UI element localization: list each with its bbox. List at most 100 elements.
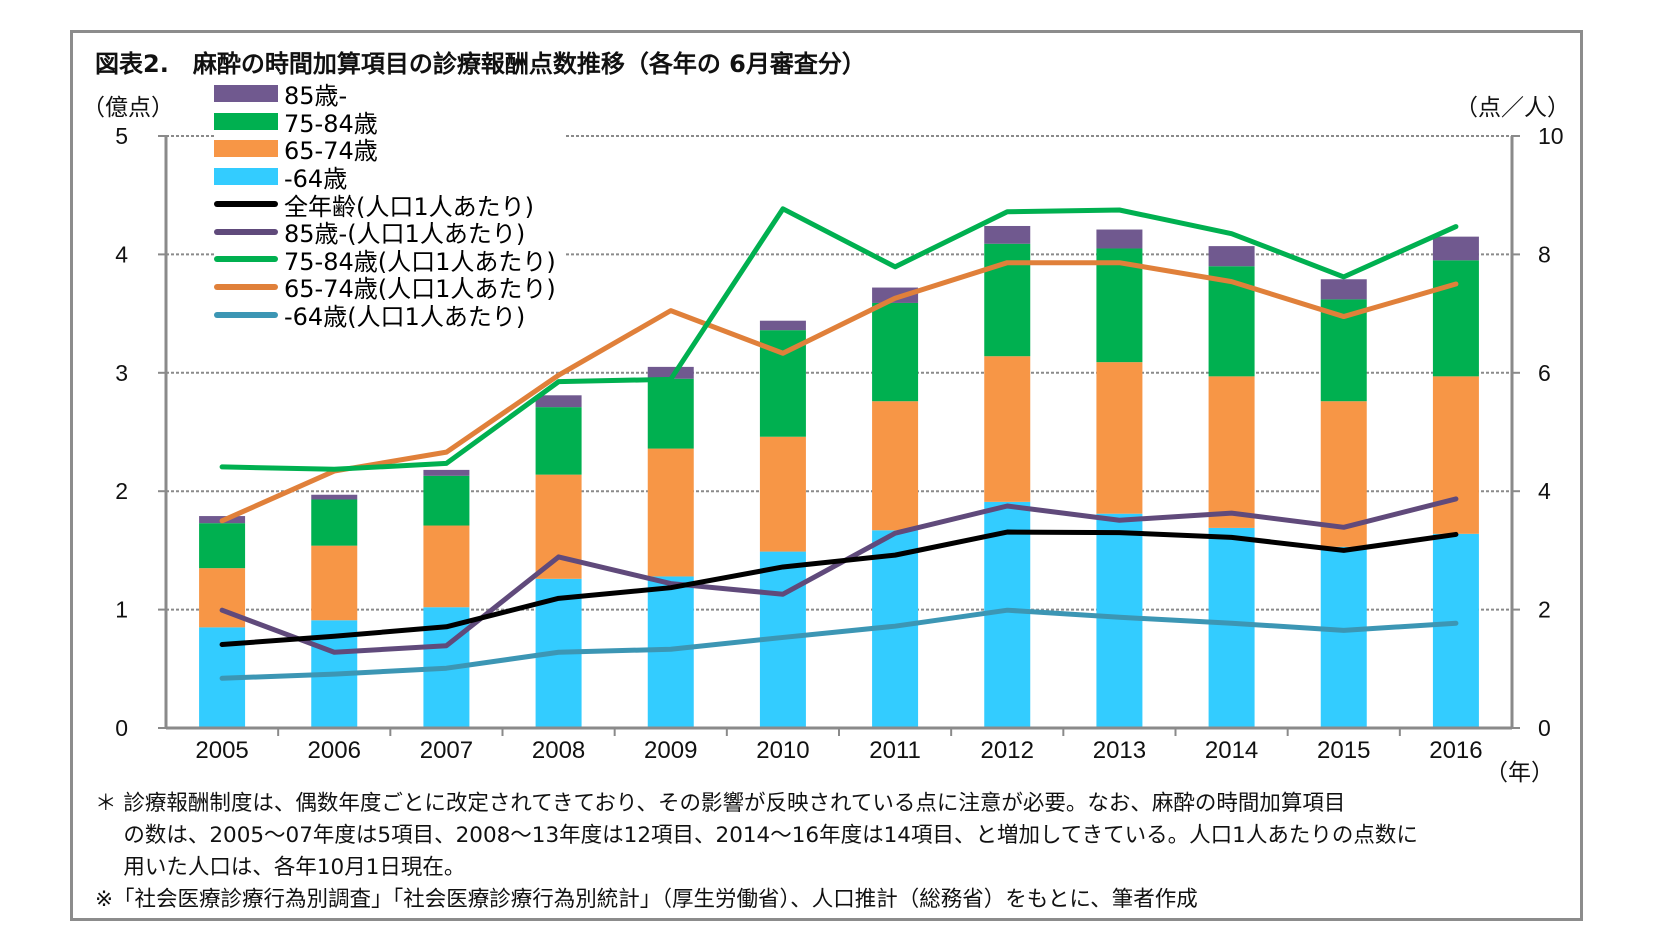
x-tick-label: 2006 [308, 737, 361, 764]
note-line-2: の数は、2005～07年度は5項目、2008～13年度は12項目、2014～16… [95, 823, 1418, 848]
bar-segment [1320, 546, 1367, 728]
bar-segment [759, 436, 806, 552]
x-tick-label: 2015 [1317, 737, 1370, 764]
legend-swatch-line [214, 201, 278, 208]
bar-segment [984, 501, 1031, 728]
legend-swatch-line [214, 311, 278, 318]
chart-frame [70, 30, 1583, 921]
legend-label: 65-74歳(人口1人あたり) [284, 275, 556, 304]
line-series [219, 206, 1459, 472]
legend-swatch-line [214, 228, 278, 235]
bar-segment [1208, 376, 1255, 528]
bar-segment [1320, 279, 1367, 300]
note-line-3: 用いた人口は、各年10月1日現在。 [95, 855, 466, 880]
source-note: ※「社会医療診療行為別調査」「社会医療診療行為別統計」（厚生労働省）、人口推計（… [95, 887, 1198, 912]
x-tick-label: 2013 [1093, 737, 1146, 764]
bar-segment [1432, 260, 1479, 377]
legend-item: 85歳- [214, 80, 556, 110]
bar-segment [759, 320, 806, 331]
legend-label: 65-74歳 [284, 137, 378, 166]
bar-segment [1432, 533, 1479, 728]
bar-segment [1096, 513, 1143, 728]
legend-item: 65-74歳 [214, 135, 556, 165]
left-tick-label: 5 [115, 123, 128, 149]
x-tick-label: 2011 [869, 737, 921, 764]
bar-segment [872, 401, 919, 531]
bar-segment [1096, 229, 1143, 249]
line-series [219, 529, 1459, 648]
left-tick-label: 4 [115, 241, 128, 267]
legend-item: 75-84歳(人口1人あたり) [214, 246, 556, 276]
bar-segment [872, 287, 919, 303]
legend-item: 65-74歳(人口1人あたり) [214, 273, 556, 303]
bar-segment [1432, 376, 1479, 534]
x-tick-label: 2010 [756, 737, 809, 764]
legend-label: -64歳 [284, 165, 348, 194]
left-axis-unit: （億点） [82, 95, 174, 121]
bar-segment [647, 378, 694, 449]
x-tick-label: 2014 [1205, 737, 1258, 764]
legend-label: 85歳- [284, 82, 348, 111]
legend-swatch-box [214, 168, 278, 186]
bar-segment [311, 545, 358, 621]
bar-segment [984, 356, 1031, 502]
line-series [219, 607, 1459, 681]
legend-swatch-box [214, 112, 278, 130]
legend-swatch-box [214, 85, 278, 103]
legend-item: 全年齢(人口1人あたり) [214, 190, 556, 221]
bar-segment [311, 499, 358, 546]
bar-segment [1208, 246, 1255, 267]
bar-segment [984, 225, 1031, 244]
legend-label: 全年齢(人口1人あたり) [284, 192, 534, 221]
bar-segment [199, 523, 246, 569]
legend-label: -64歳(人口1人あたり) [284, 303, 526, 332]
right-tick-label: 8 [1538, 241, 1551, 267]
right-tick-label: 2 [1538, 597, 1551, 623]
x-tick-label: 2008 [532, 737, 585, 764]
x-tick-label: 2009 [644, 737, 697, 764]
legend: 85歳- 75-84歳 65-74歳 -64歳 全年齢(人口1人あたり) 85歳-(人口1… [214, 78, 564, 331]
left-tick-label: 1 [115, 597, 128, 623]
legend-item: 75-84歳 [214, 108, 556, 138]
bar-segment [1432, 236, 1479, 261]
x-tick-label: 2012 [981, 737, 1034, 764]
left-tick-label: 2 [115, 478, 128, 504]
legend-swatch-line [214, 256, 278, 263]
bar-segment [647, 366, 694, 379]
bar-segment [535, 395, 582, 408]
line-series [219, 496, 1459, 655]
right-axis-unit: （点／人） [1455, 95, 1570, 121]
legend-label: 75-84歳(人口1人あたり) [284, 247, 556, 276]
legend-item: -64歳 [214, 163, 556, 193]
x-axis-unit: （年） [1485, 760, 1554, 786]
x-tick-label: 2016 [1429, 737, 1482, 764]
legend-label: 75-84歳 [284, 109, 378, 138]
bar-segment [423, 475, 470, 526]
right-tick-label: 0 [1538, 715, 1551, 741]
x-tick-label: 2005 [195, 737, 248, 764]
bar-segment [423, 525, 470, 608]
bar-segment [647, 576, 694, 728]
legend-swatch-line [214, 283, 278, 290]
right-tick-label: 6 [1538, 360, 1551, 386]
legend-item: 85歳-(人口1人あたり) [214, 218, 556, 248]
bar-segment [311, 494, 358, 500]
left-tick-label: 3 [115, 360, 128, 386]
x-tick-label: 2007 [420, 737, 473, 764]
bar-segment [535, 407, 582, 475]
legend-item: -64歳(人口1人あたり) [214, 301, 556, 331]
right-tick-label: 10 [1538, 123, 1564, 149]
bar-segment [647, 448, 694, 577]
bar-segment [1208, 527, 1255, 728]
left-tick-label: 0 [115, 715, 128, 741]
bar-segment [423, 469, 470, 476]
bar-segment [1096, 362, 1143, 514]
right-tick-label: 4 [1538, 478, 1551, 504]
legend-swatch-box [214, 140, 278, 158]
bar-segment [872, 302, 919, 402]
note-line-1: ＊ 診療報酬制度は、偶数年度ごとに改定されてきており、その影響が反映されている点… [95, 791, 1346, 816]
line-series [219, 260, 1459, 524]
chart-title: 図表2. 麻酔の時間加算項目の診療報酬点数推移（各年の 6月審査分） [95, 50, 866, 78]
legend-label: 85歳-(人口1人あたり) [284, 220, 526, 249]
